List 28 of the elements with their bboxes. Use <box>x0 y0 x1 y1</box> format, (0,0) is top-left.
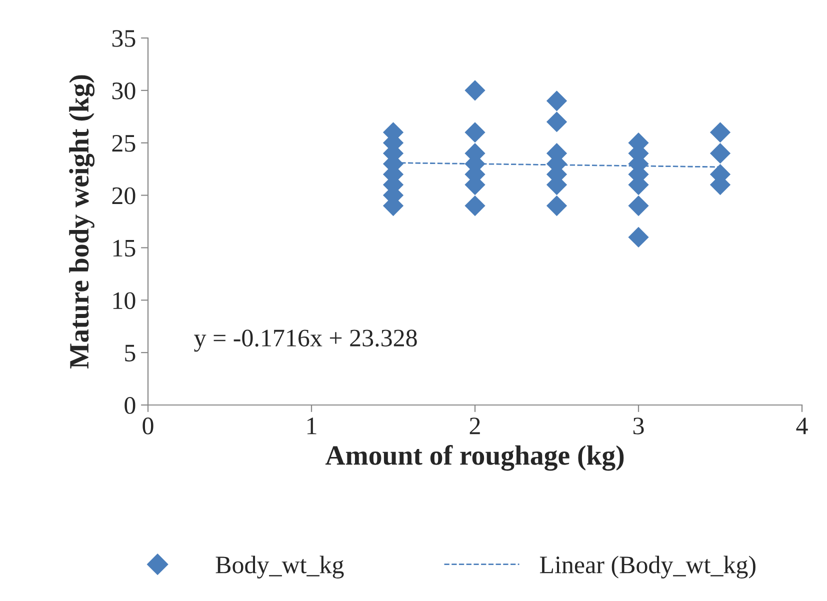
annotation: y = -0.1716x + 23.328 <box>194 330 417 352</box>
x-axis-title: Amount of roughage (kg) <box>325 445 624 471</box>
x-tick-label: 3 <box>633 418 644 434</box>
y-tick-label: 30 <box>112 82 136 100</box>
legend-label: Linear (Body_wt_kg) <box>540 556 756 578</box>
x-tick-label: 4 <box>796 418 808 434</box>
point <box>546 195 568 216</box>
point <box>546 112 568 132</box>
point <box>464 195 486 216</box>
point <box>628 226 649 248</box>
x-tick-label: 2 <box>470 418 480 434</box>
y-axis-title: Mature body weight (kg) <box>69 75 95 369</box>
y-tick-label: 25 <box>112 134 136 152</box>
x-tick-label: 0 <box>142 418 154 434</box>
point <box>546 90 568 112</box>
y-tick-label: 0 <box>124 397 136 414</box>
y-tick-label: 10 <box>113 292 136 310</box>
x-tick-label: 1 <box>307 418 316 434</box>
y-tick-label: 20 <box>112 187 136 204</box>
point <box>628 195 649 216</box>
y-tick-label: 15 <box>113 240 136 257</box>
point <box>710 143 731 164</box>
point <box>710 122 731 143</box>
point <box>464 122 486 143</box>
y-tick-label: 35 <box>112 30 136 47</box>
point <box>464 80 486 101</box>
legend-label: Body_wt_kg <box>216 556 344 578</box>
y-tick-label: 5 <box>125 344 136 362</box>
